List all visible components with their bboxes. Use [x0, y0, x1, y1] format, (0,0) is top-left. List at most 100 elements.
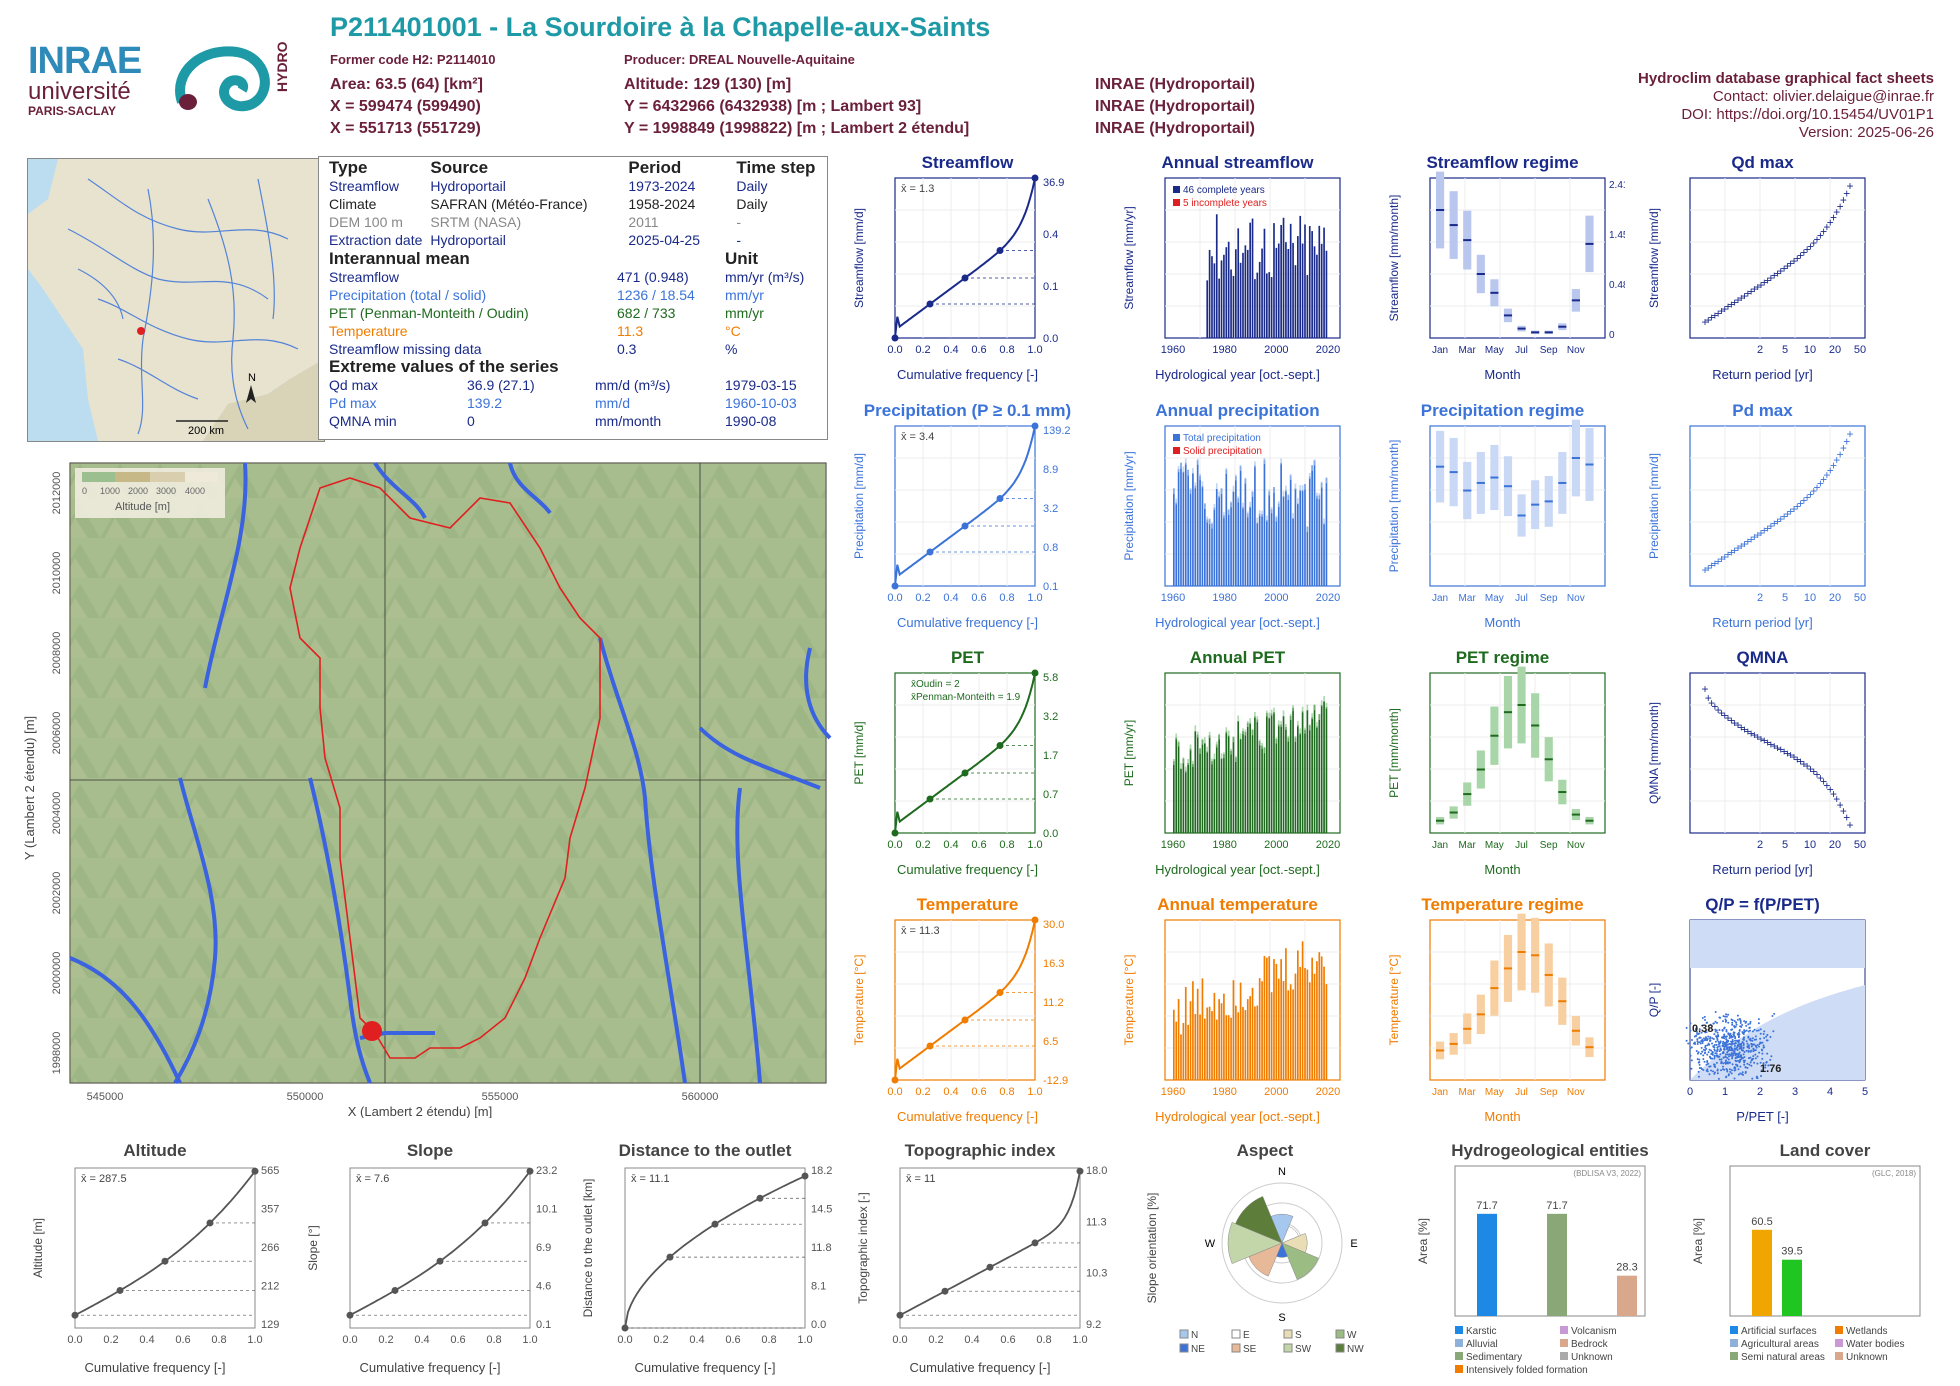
data-point	[1739, 1020, 1742, 1023]
cell: Qd max	[329, 377, 379, 393]
bar	[1617, 1275, 1637, 1316]
bar-overlay	[1173, 758, 1175, 765]
right-tick: 0.8	[1043, 542, 1058, 554]
right-tick: 10.3	[1086, 1268, 1107, 1280]
bar	[1258, 978, 1261, 1080]
data-point	[1721, 1068, 1724, 1071]
plot-frame	[894, 672, 1036, 834]
bar	[1213, 992, 1216, 1080]
bar	[1249, 506, 1251, 586]
bar	[1301, 243, 1304, 338]
map-xtick: 560000	[682, 1091, 719, 1103]
bar	[1277, 503, 1280, 586]
bar	[1311, 231, 1313, 338]
data-point	[1748, 1047, 1751, 1050]
x-tick: 1980	[1212, 344, 1236, 356]
x-tick: 1.0	[247, 1334, 262, 1346]
bar	[1273, 223, 1275, 338]
doi-link[interactable]: DOI: https://doi.org/10.15454/UV01P1	[1681, 106, 1934, 123]
bar	[1289, 475, 1292, 586]
data-point	[1727, 1021, 1730, 1024]
bar	[1244, 731, 1247, 833]
bar	[1213, 759, 1216, 833]
data-point	[1740, 1026, 1743, 1029]
quantile-point	[1076, 1167, 1084, 1175]
data-point: +	[1761, 276, 1768, 290]
bar	[1218, 278, 1220, 338]
bar-overlay	[1199, 473, 1201, 480]
cell: PET (Penman-Monteith / Oudin)	[329, 305, 529, 321]
bar	[1173, 1009, 1175, 1080]
data-point	[1717, 1040, 1720, 1043]
data-point	[1750, 1043, 1753, 1046]
data-point: +	[1807, 762, 1814, 776]
right-tick: 1.45	[1609, 230, 1625, 241]
data-point	[1698, 1032, 1701, 1035]
legend-entry: Water bodies	[1846, 1339, 1905, 1350]
x-tick: 1960	[1161, 592, 1185, 604]
plot-frame	[624, 1167, 806, 1329]
data-point	[1724, 1061, 1727, 1064]
data-point: +	[1794, 251, 1801, 265]
data-point	[1750, 1045, 1753, 1048]
bar	[1215, 744, 1218, 833]
bar-overlay	[1180, 763, 1182, 770]
chart-precipitation: 0.0 0.2 0.4 0.6 0.8 1.0 139.2 8.9 3.2 0.8 0.1 x̄ = …	[852, 401, 1071, 630]
bar	[1213, 263, 1216, 338]
bar	[1192, 472, 1194, 586]
bar-overlay	[1208, 731, 1211, 738]
data-point: +	[1705, 561, 1712, 575]
data-point	[1706, 1061, 1709, 1064]
right-tick: 16.3	[1043, 958, 1064, 970]
x-tick: 1.0	[522, 1334, 537, 1346]
data-point	[1742, 1053, 1745, 1056]
data-point	[1697, 1075, 1700, 1078]
legend-swatch	[1283, 1343, 1293, 1353]
bar	[1244, 245, 1247, 338]
data-point	[1772, 1030, 1775, 1033]
data-point	[1741, 1024, 1744, 1027]
data-point	[1718, 1058, 1721, 1061]
legend-entry: E	[1243, 1330, 1250, 1341]
legend-swatch	[1560, 1352, 1568, 1360]
x-tick: 0.2	[915, 839, 930, 851]
bar	[1285, 948, 1287, 1080]
data-point: +	[1794, 752, 1801, 766]
data-point: +	[1751, 530, 1758, 544]
bar-overlay	[1246, 511, 1249, 518]
data-point	[1685, 1039, 1688, 1042]
data-point	[1751, 1077, 1754, 1080]
locator-map: N 200 km	[27, 158, 325, 442]
x-tick: 0.8	[761, 1334, 776, 1346]
x-tick: 0.6	[725, 1334, 740, 1346]
data-point	[1735, 1023, 1738, 1026]
x-axis-label: Cumulative frequency [-]	[910, 1360, 1051, 1375]
mean-label: x̄ = 1.3	[901, 183, 934, 195]
x-tick: 0.8	[211, 1334, 226, 1346]
contact[interactable]: Contact: olivier.delaigue@inrae.fr	[1712, 88, 1934, 105]
data-point: +	[1800, 757, 1807, 771]
plot-frame	[1689, 672, 1866, 834]
bar-overlay	[1277, 501, 1280, 508]
bar-overlay	[1311, 713, 1313, 720]
map-xlabel: X (Lambert 2 étendu) [m]	[348, 1104, 493, 1118]
bar	[1258, 261, 1261, 338]
data-point	[1720, 1061, 1723, 1064]
y-axis-label: Q/P [-]	[1647, 983, 1661, 1017]
river-network	[69, 461, 832, 1085]
data-point	[1722, 1045, 1725, 1048]
data-point: +	[1761, 734, 1768, 748]
bar	[1220, 1003, 1223, 1080]
chart-title: Qd max	[1731, 153, 1794, 172]
bar-overlay	[1173, 488, 1175, 495]
map-ytick: 2012000	[51, 472, 63, 515]
plot-frame	[899, 1167, 1081, 1329]
data-point	[1745, 1024, 1748, 1027]
legend-entry: W	[1347, 1330, 1357, 1341]
chart-qmna: ++++++++++++++++++++++++++++++++++++++++…	[1647, 648, 1866, 877]
plot-frame	[74, 1167, 256, 1329]
bar	[1294, 973, 1297, 1080]
bar-overlay	[1220, 753, 1223, 760]
x-tick: 0.4	[943, 1086, 958, 1098]
data-point	[1729, 1070, 1732, 1073]
